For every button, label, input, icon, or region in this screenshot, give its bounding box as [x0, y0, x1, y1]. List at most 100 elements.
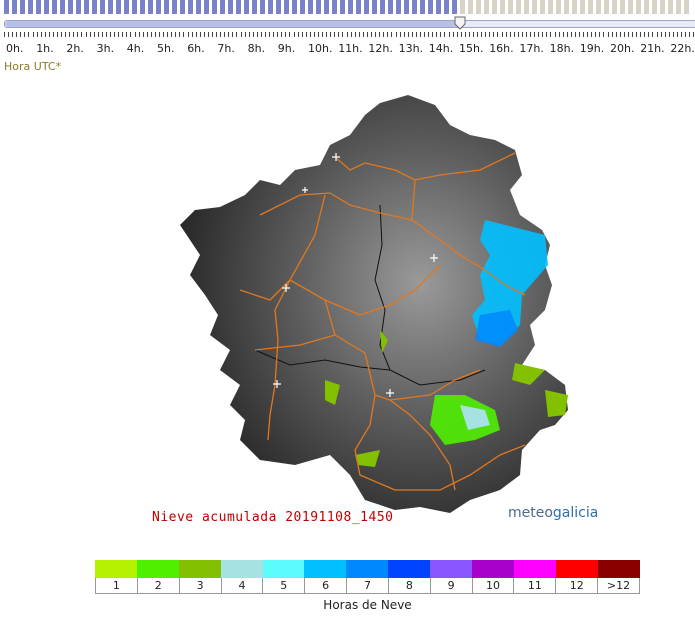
frame-tick[interactable] — [188, 0, 193, 14]
frame-tick[interactable] — [300, 0, 305, 14]
frame-tick[interactable] — [404, 0, 409, 14]
hour-label[interactable]: 14h. — [428, 42, 454, 55]
frame-tick[interactable] — [244, 0, 249, 14]
frame-tick[interactable] — [92, 0, 97, 14]
frame-tick[interactable] — [428, 0, 433, 14]
hour-label[interactable]: 15h. — [459, 42, 484, 55]
frame-tick[interactable] — [316, 0, 321, 14]
frame-tick[interactable] — [604, 0, 609, 14]
frame-tick[interactable] — [84, 0, 89, 14]
hour-label[interactable]: 13h. — [398, 42, 424, 55]
frame-tick[interactable] — [556, 0, 561, 14]
frame-tick[interactable] — [436, 0, 441, 14]
frame-tick[interactable] — [164, 0, 169, 14]
frame-tick[interactable] — [580, 0, 585, 14]
frame-tick[interactable] — [124, 0, 129, 14]
frame-tick[interactable] — [364, 0, 369, 14]
frame-tick[interactable] — [308, 0, 313, 14]
frame-tick[interactable] — [380, 0, 385, 14]
frame-tick[interactable] — [484, 0, 489, 14]
frame-tick[interactable] — [292, 0, 297, 14]
frame-tick[interactable] — [460, 0, 465, 14]
frame-tick[interactable] — [76, 0, 81, 14]
frame-tick[interactable] — [156, 0, 161, 14]
frame-tick[interactable] — [204, 0, 209, 14]
frame-tick[interactable] — [636, 0, 641, 14]
frame-tick[interactable] — [148, 0, 153, 14]
frame-tick[interactable] — [684, 0, 689, 14]
hour-label[interactable]: 7h. — [217, 42, 235, 55]
hour-label[interactable]: 19h. — [579, 42, 605, 55]
frame-tick[interactable] — [236, 0, 241, 14]
frame-tick[interactable] — [356, 0, 361, 14]
hour-label[interactable]: 18h. — [549, 42, 575, 55]
frame-tick[interactable] — [172, 0, 177, 14]
frame-tick[interactable] — [500, 0, 505, 14]
hour-label[interactable]: 4h. — [126, 42, 145, 55]
frame-tick[interactable] — [332, 0, 337, 14]
frame-tick[interactable] — [420, 0, 425, 14]
frame-tick[interactable] — [628, 0, 633, 14]
hour-label[interactable]: 20h. — [610, 42, 635, 55]
frame-tick[interactable] — [572, 0, 577, 14]
hour-label[interactable]: 1h. — [36, 42, 54, 55]
slider-track[interactable] — [4, 20, 695, 28]
frame-tick[interactable] — [284, 0, 289, 14]
hour-label[interactable]: 21h. — [640, 42, 665, 55]
hour-label[interactable]: 0h. — [6, 42, 24, 55]
frame-tick[interactable] — [652, 0, 657, 14]
frame-tick[interactable] — [220, 0, 225, 14]
hour-label[interactable]: 22h. — [670, 42, 695, 55]
frame-tick[interactable] — [132, 0, 137, 14]
hour-label[interactable]: 3h. — [96, 42, 115, 55]
hour-label[interactable]: 8h. — [247, 42, 266, 55]
frame-tick[interactable] — [260, 0, 265, 14]
frame-tick[interactable] — [668, 0, 673, 14]
frame-tick[interactable] — [28, 0, 33, 14]
frame-tick[interactable] — [564, 0, 569, 14]
slider-thumb[interactable] — [454, 16, 466, 30]
frame-tick[interactable] — [108, 0, 113, 14]
frame-tick[interactable] — [644, 0, 649, 14]
frame-tick[interactable] — [676, 0, 681, 14]
hour-label[interactable]: 5h. — [157, 42, 175, 55]
frame-tick[interactable] — [516, 0, 521, 14]
frame-tick[interactable] — [36, 0, 41, 14]
frame-tick[interactable] — [324, 0, 329, 14]
frame-tick[interactable] — [12, 0, 17, 14]
frame-tick[interactable] — [212, 0, 217, 14]
frame-tick[interactable] — [548, 0, 553, 14]
frame-tick[interactable] — [100, 0, 105, 14]
hour-label[interactable]: 9h. — [277, 42, 296, 55]
frame-tick[interactable] — [52, 0, 57, 14]
frame-tick[interactable] — [476, 0, 481, 14]
frame-tick[interactable] — [620, 0, 625, 14]
frame-tick[interactable] — [660, 0, 665, 14]
hour-label[interactable]: 16h. — [489, 42, 514, 55]
frame-tick[interactable] — [532, 0, 537, 14]
frame-tick[interactable] — [196, 0, 201, 14]
frame-tick[interactable] — [508, 0, 513, 14]
hour-label[interactable]: 11h. — [338, 42, 363, 55]
frame-tick[interactable] — [348, 0, 353, 14]
frame-tick[interactable] — [4, 0, 9, 14]
frame-tick[interactable] — [388, 0, 393, 14]
frame-tick[interactable] — [140, 0, 145, 14]
frame-tick[interactable] — [444, 0, 449, 14]
frame-tick[interactable] — [540, 0, 545, 14]
frame-tick[interactable] — [20, 0, 25, 14]
hour-label[interactable]: 12h. — [368, 42, 393, 55]
frame-tick[interactable] — [68, 0, 73, 14]
frame-tick[interactable] — [372, 0, 377, 14]
frame-tick[interactable] — [340, 0, 345, 14]
frame-ticks[interactable] — [4, 0, 695, 14]
frame-tick[interactable] — [492, 0, 497, 14]
frame-tick[interactable] — [412, 0, 417, 14]
hour-label[interactable]: 2h. — [66, 42, 84, 55]
frame-tick[interactable] — [596, 0, 601, 14]
frame-tick[interactable] — [268, 0, 273, 14]
frame-tick[interactable] — [612, 0, 617, 14]
hour-label[interactable]: 6h. — [187, 42, 205, 55]
frame-tick[interactable] — [180, 0, 185, 14]
frame-tick[interactable] — [116, 0, 121, 14]
